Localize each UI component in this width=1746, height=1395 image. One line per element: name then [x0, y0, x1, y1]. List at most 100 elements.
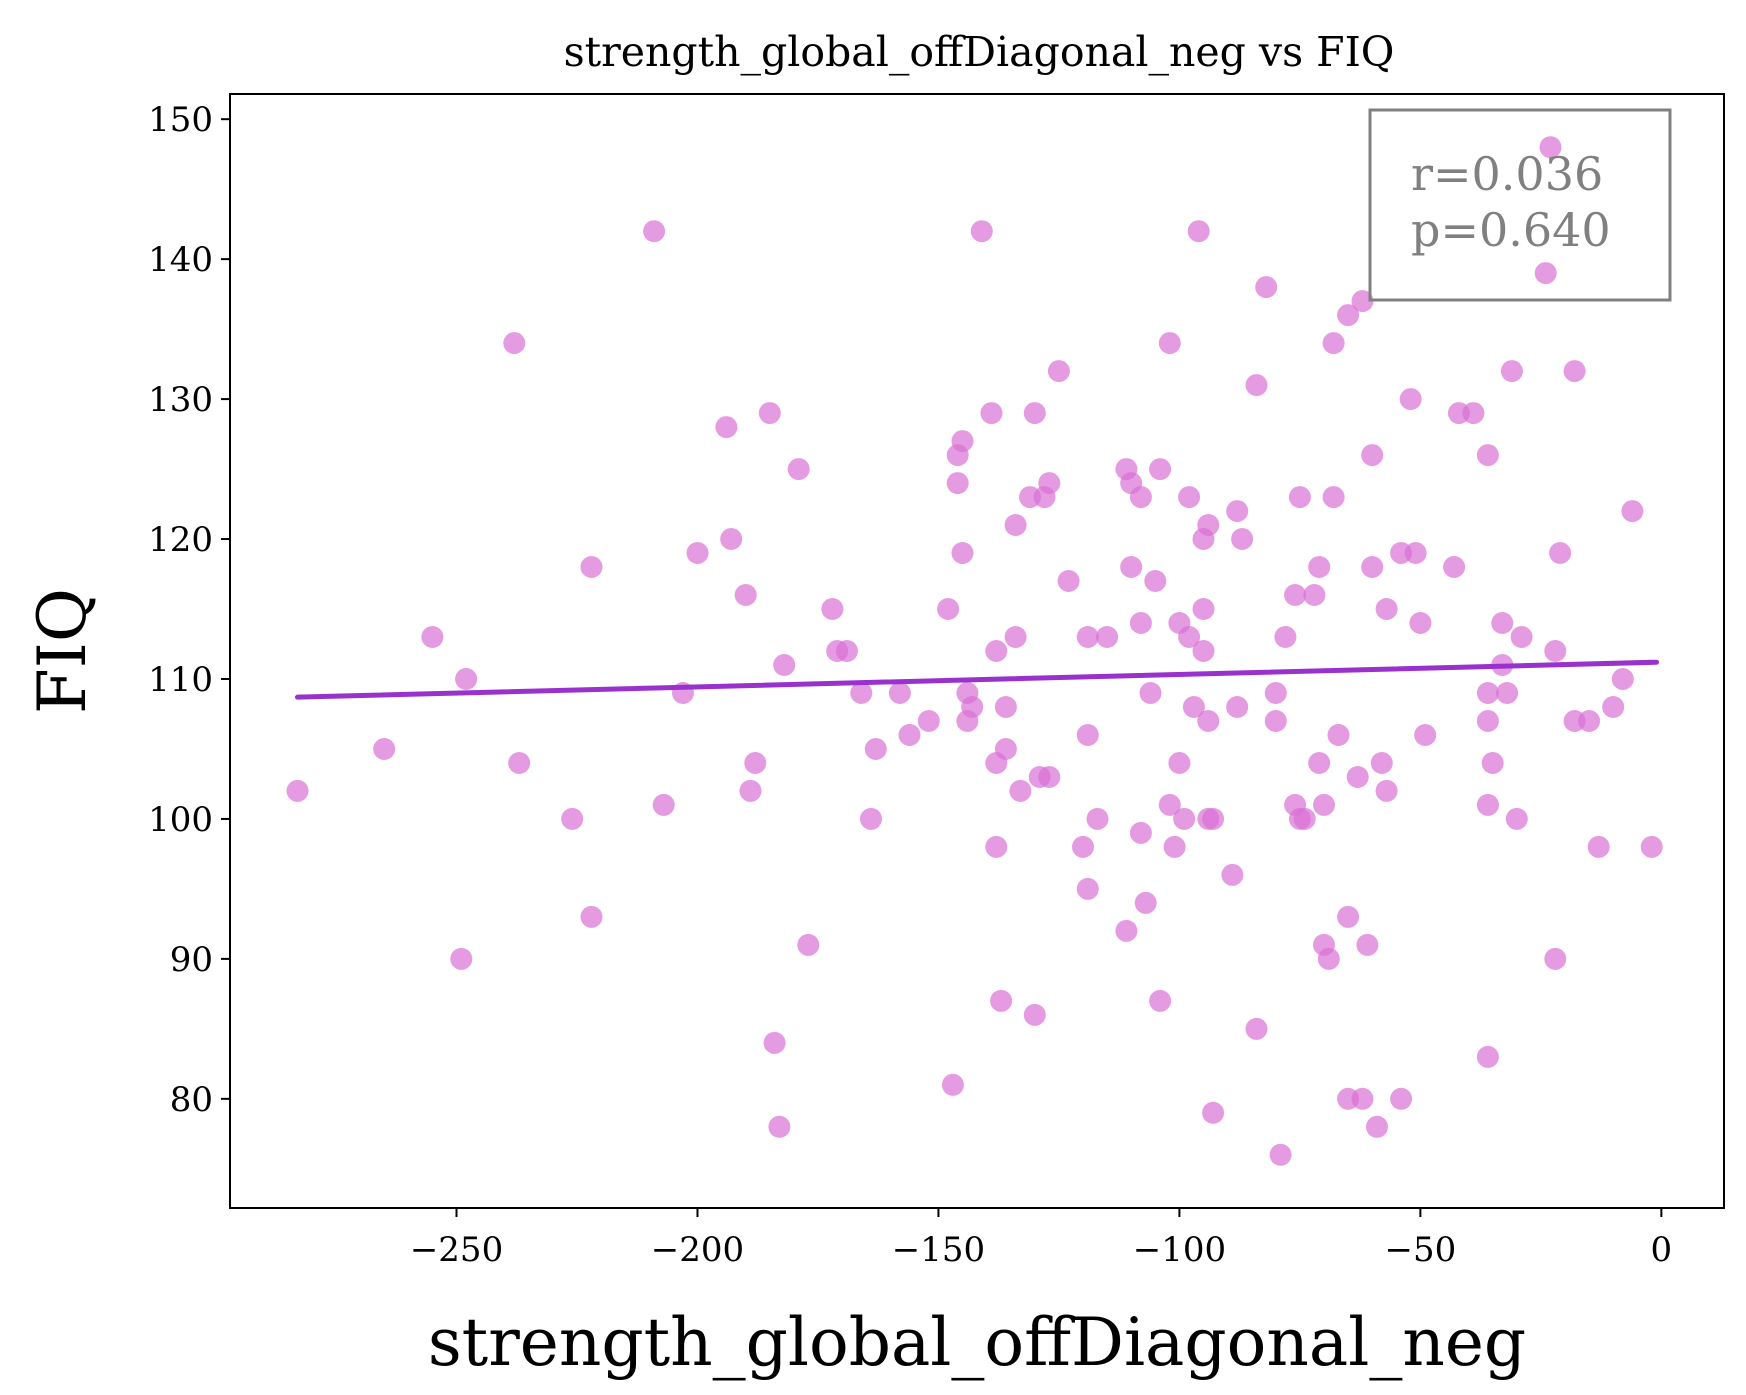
x-ticks: −250 −200 −150 −100 −50 0 — [410, 1208, 1672, 1270]
regression-line — [294, 659, 1660, 700]
data-point — [1158, 332, 1181, 355]
data-point — [1264, 682, 1287, 704]
data-point — [768, 1115, 791, 1138]
chart-title: strength_global_offDiagonal_neg vs FIQ — [564, 28, 1395, 76]
x-tick-label: −50 — [1384, 1230, 1456, 1270]
data-point — [1288, 486, 1311, 509]
data-point — [1322, 486, 1345, 509]
data-point — [1390, 1087, 1413, 1110]
data-point — [1221, 863, 1244, 886]
data-point — [961, 696, 984, 718]
data-point — [898, 724, 921, 746]
stats-annotation-box: r=0.036 p=0.640 — [1368, 108, 1672, 302]
data-point — [1366, 1115, 1388, 1138]
data-point — [686, 542, 709, 564]
data-point — [1149, 458, 1172, 481]
data-point — [1047, 360, 1070, 383]
data-point — [1303, 584, 1326, 606]
data-point — [1004, 514, 1027, 536]
data-point — [580, 556, 603, 578]
data-point — [773, 654, 796, 676]
data-point — [1163, 835, 1186, 858]
y-tick-label: 120 — [148, 520, 213, 560]
data-point — [990, 989, 1013, 1012]
data-point — [1544, 640, 1567, 662]
y-tick-label: 90 — [170, 940, 213, 980]
data-point — [1255, 276, 1278, 299]
data-point — [821, 598, 844, 620]
data-point — [985, 835, 1008, 858]
x-tick-label: −200 — [651, 1230, 744, 1270]
data-point — [970, 220, 993, 243]
data-point — [1539, 136, 1562, 159]
data-point — [1129, 612, 1152, 634]
data-point — [1076, 724, 1099, 746]
data-point — [1370, 752, 1393, 774]
data-point — [1563, 360, 1586, 383]
data-point — [980, 402, 1003, 425]
data-point — [797, 933, 820, 956]
data-point — [1491, 612, 1514, 634]
data-point — [455, 668, 478, 690]
data-point — [1293, 807, 1316, 830]
data-point — [1226, 500, 1249, 523]
data-point — [994, 696, 1017, 718]
data-point — [1023, 1003, 1046, 1026]
data-point — [835, 640, 858, 662]
data-point — [994, 738, 1017, 760]
data-point — [1481, 752, 1504, 774]
data-point — [1602, 696, 1625, 718]
data-point — [508, 752, 531, 774]
data-point — [1476, 682, 1499, 704]
data-point — [1202, 807, 1225, 830]
data-point — [1322, 332, 1345, 355]
data-point — [985, 640, 1008, 662]
data-point — [1337, 905, 1360, 928]
x-tick-label: −100 — [1133, 1230, 1226, 1270]
fit-layer — [294, 659, 1660, 700]
data-point — [1245, 374, 1268, 397]
data-point — [1274, 626, 1297, 648]
data-point — [1505, 807, 1528, 830]
data-point — [1149, 989, 1172, 1012]
data-point — [1375, 779, 1398, 802]
data-point — [1197, 514, 1220, 536]
y-tick-label: 130 — [148, 380, 213, 420]
data-point — [1414, 724, 1437, 746]
data-point — [1076, 626, 1099, 648]
data-point — [1308, 752, 1331, 774]
data-point — [561, 807, 584, 830]
x-axis-label: strength_global_offDiagonal_neg — [428, 1304, 1526, 1381]
data-point — [946, 472, 969, 495]
data-point — [652, 793, 675, 816]
x-tick-label: −150 — [892, 1230, 985, 1270]
data-point — [1038, 766, 1061, 788]
y-ticks: 80 90 100 110 120 130 140 150 — [148, 100, 230, 1120]
y-tick-label: 80 — [170, 1080, 213, 1120]
data-point — [1476, 710, 1499, 732]
data-point — [1168, 752, 1191, 774]
data-point — [1578, 710, 1601, 732]
data-point — [1399, 388, 1422, 411]
data-point — [1313, 793, 1335, 816]
data-point — [1587, 835, 1610, 858]
data-point — [1346, 766, 1369, 788]
data-point — [1404, 542, 1427, 564]
data-point — [1510, 626, 1533, 648]
stats-p-value: p=0.640 — [1411, 203, 1611, 257]
data-point — [1009, 779, 1032, 802]
data-point — [951, 542, 974, 564]
data-point — [1192, 598, 1215, 620]
data-point — [1004, 626, 1027, 648]
data-point — [1134, 891, 1157, 914]
data-point — [1086, 807, 1109, 830]
data-point — [1182, 696, 1205, 718]
stats-r-value: r=0.036 — [1411, 147, 1603, 201]
x-tick-label: 0 — [1651, 1230, 1673, 1270]
data-point — [1231, 528, 1254, 550]
data-point — [941, 1073, 964, 1096]
data-point — [1317, 947, 1340, 970]
data-point — [1115, 919, 1138, 942]
data-point — [739, 779, 762, 802]
